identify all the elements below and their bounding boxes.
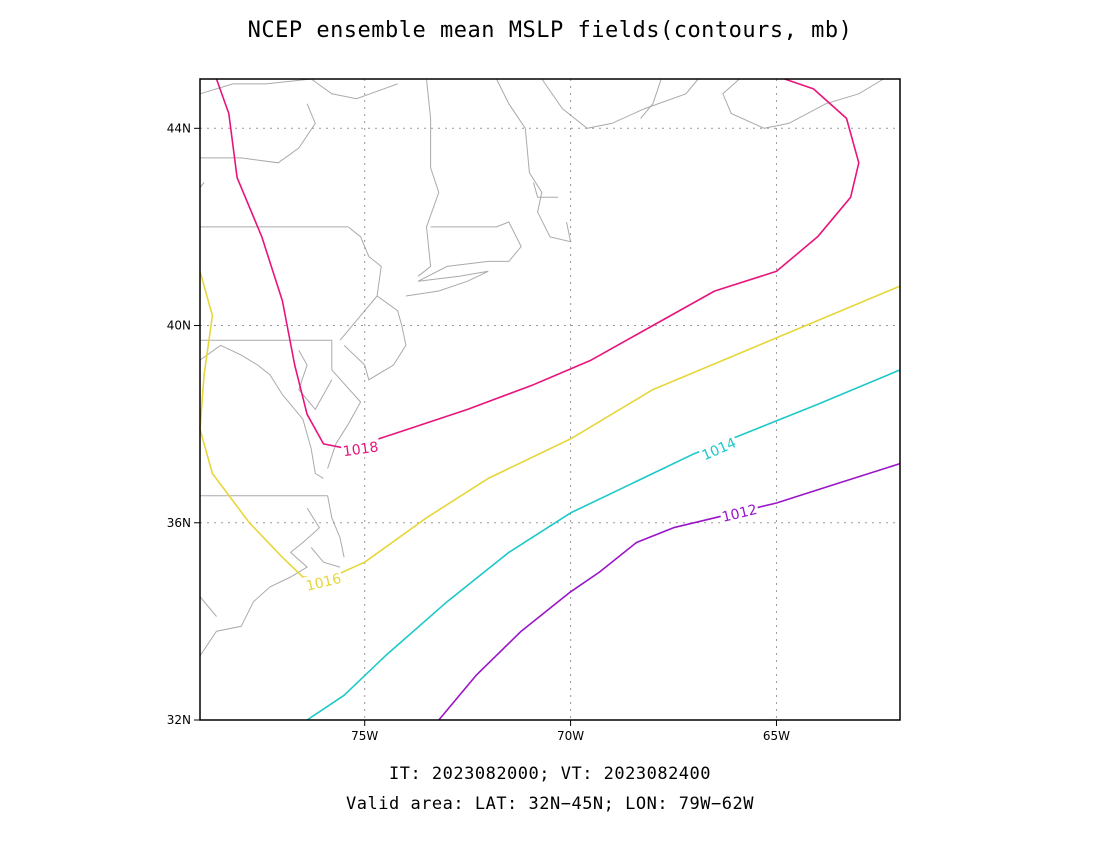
coastline-segment — [405, 270, 489, 297]
isobar-label-1014: 1014 — [697, 432, 740, 465]
coastline-segment — [417, 78, 440, 277]
valid-area: Valid area: LAT: 32N−45N; LON: 79W−62W — [346, 794, 754, 814]
coastline-segment — [722, 78, 884, 129]
graticule — [200, 79, 900, 720]
x-tick-label: 65W — [763, 729, 790, 743]
isobar-1018 — [215, 78, 860, 450]
coastline-segment — [200, 103, 316, 164]
x-tick-label: 70W — [557, 729, 584, 743]
isobar-label-1012: 1012 — [718, 499, 760, 527]
coastline-segment — [310, 547, 341, 568]
coastline-segment — [327, 495, 345, 558]
coastline-segment — [339, 226, 382, 341]
x-tick-label: 75W — [351, 729, 378, 743]
coastline-segment — [200, 339, 362, 469]
coastline-segment — [298, 349, 333, 411]
coastlines — [199, 78, 884, 657]
axis-ticks: 75W 70W 65W 32N 36N 40N 44N — [167, 121, 790, 743]
y-tick-label: 32N — [167, 713, 191, 727]
coastline-segment — [199, 596, 217, 617]
y-tick-label: 44N — [167, 121, 191, 135]
isobar-value-text: 1018 — [342, 439, 380, 460]
coastline-segment — [199, 344, 324, 479]
coastline-segment — [533, 182, 559, 198]
y-tick-label: 36N — [167, 516, 191, 530]
plot-title: NCEP ensemble mean MSLP fields(contours,… — [247, 18, 853, 43]
isobar-1012 — [438, 462, 901, 721]
label-mask — [340, 437, 381, 461]
label-mask — [302, 568, 345, 596]
coastline-segment — [541, 78, 699, 129]
label-mask — [697, 432, 740, 465]
label-mask — [718, 499, 760, 527]
isobar-label-1016: 1016 — [302, 568, 345, 596]
y-tick-label: 40N — [167, 319, 191, 333]
coastline-segment — [199, 78, 398, 100]
coastline-segment — [417, 221, 522, 282]
coastline-segment — [640, 78, 662, 119]
map-frame — [199, 78, 901, 721]
mslp-contours: 1018 1016 1014 1012 — [199, 78, 901, 721]
isobar-value-text: 1012 — [720, 502, 758, 526]
isobar-1016 — [199, 271, 901, 578]
isobar-label-1018: 1018 — [340, 437, 381, 461]
coastline-segment — [199, 507, 321, 657]
time-info: IT: 2023082000; VT: 2023082400 — [388, 764, 712, 784]
isobar-1014 — [306, 369, 901, 721]
coastline-segment — [343, 295, 407, 381]
coastline-segment — [496, 78, 572, 243]
isobar-value-text: 1016 — [305, 571, 343, 595]
